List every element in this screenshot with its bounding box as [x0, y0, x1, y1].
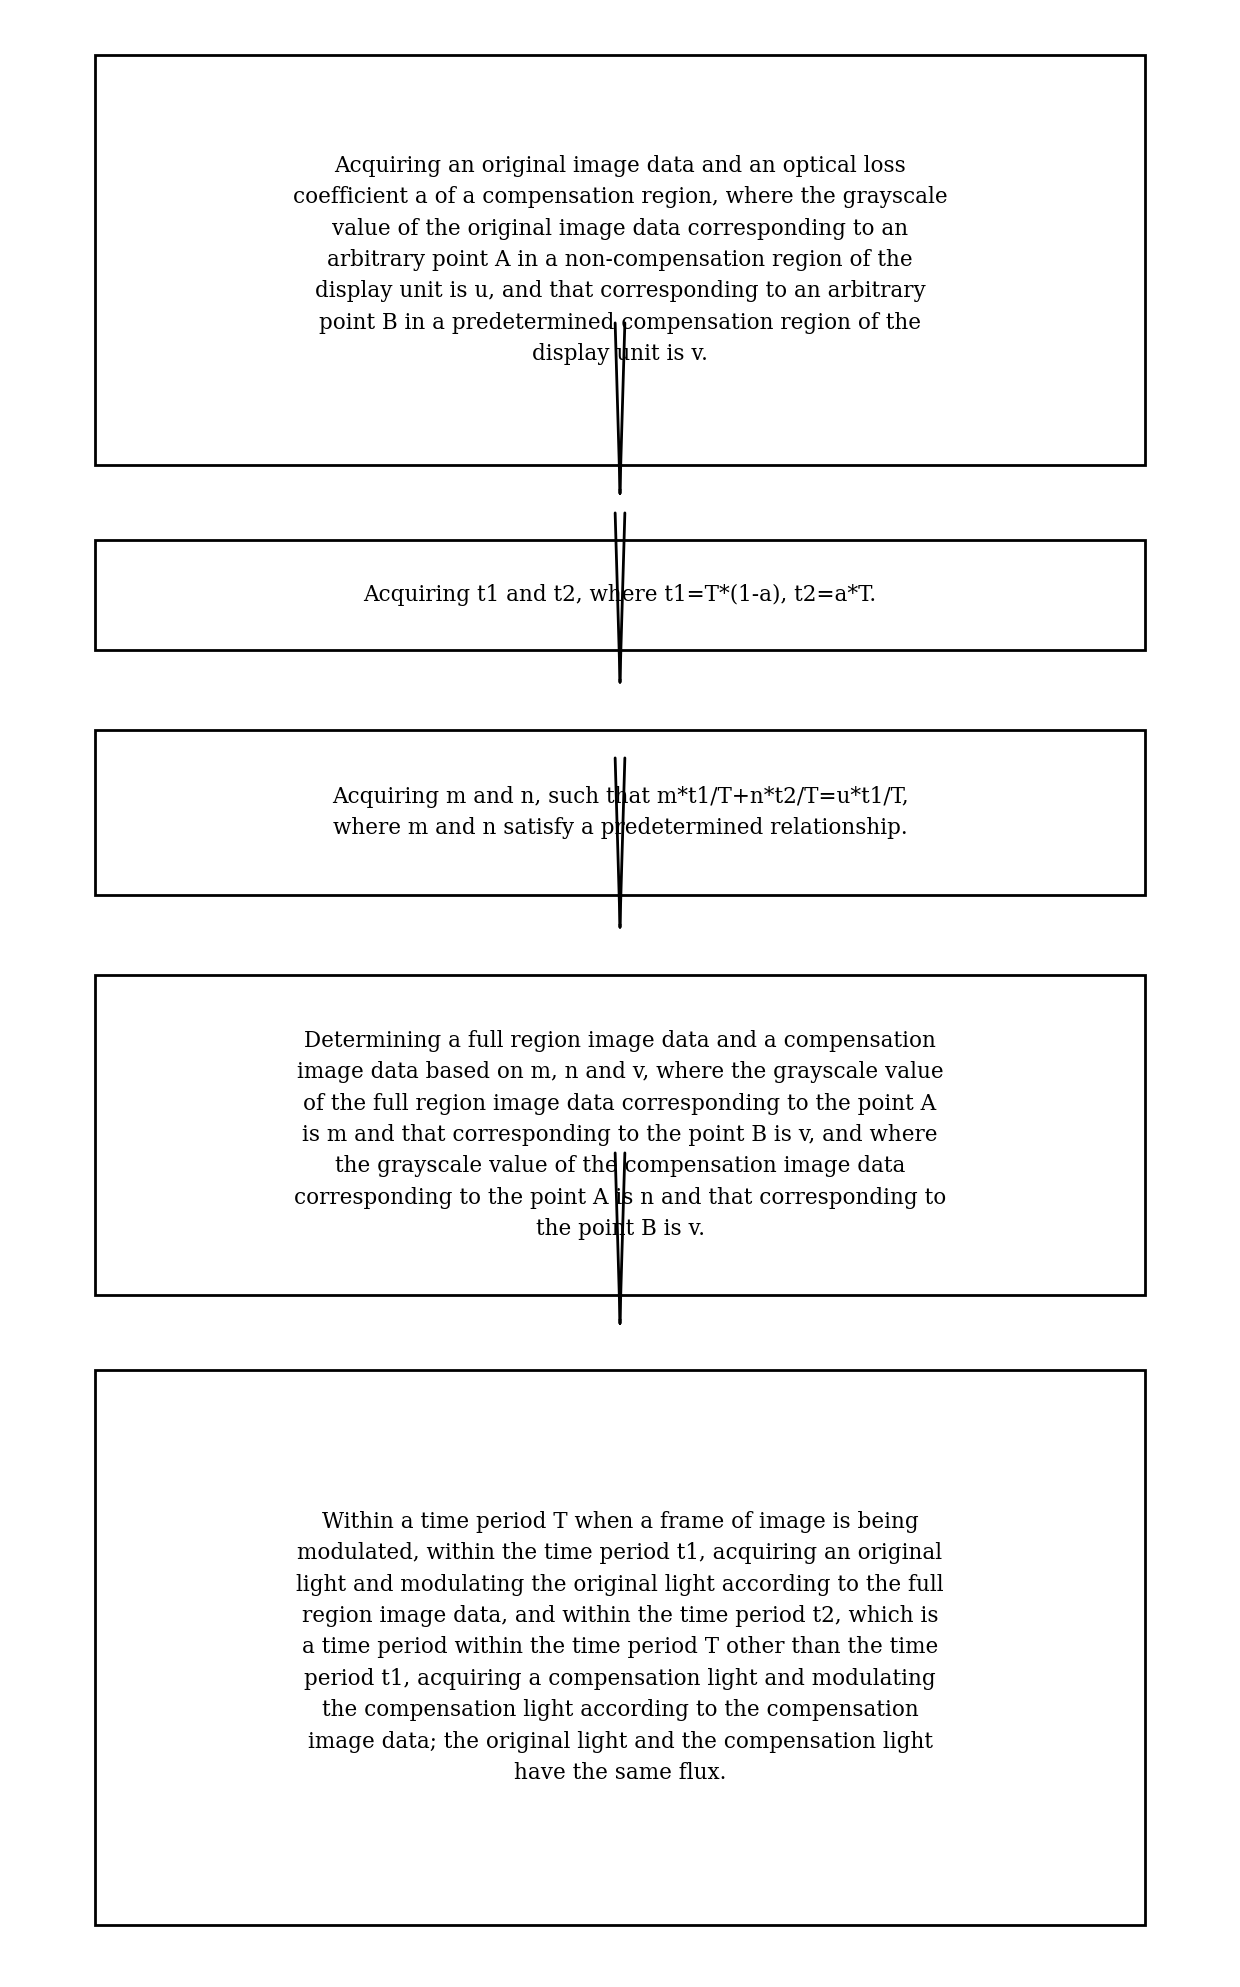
Text: Acquiring t1 and t2, where t1=T*(1-a), t2=a*T.: Acquiring t1 and t2, where t1=T*(1-a), t…: [363, 584, 877, 606]
Bar: [95, 540, 1145, 650]
Bar: [95, 56, 1145, 465]
Text: Acquiring m and n, such that m*t1/T+n*t2/T=u*t1/T,
where m and n satisfy a prede: Acquiring m and n, such that m*t1/T+n*t2…: [331, 785, 909, 839]
Bar: [95, 729, 1145, 894]
Text: Within a time period T when a frame of image is being
modulated, within the time: Within a time period T when a frame of i…: [296, 1510, 944, 1784]
Bar: [95, 976, 1145, 1296]
Bar: [95, 1369, 1145, 1925]
Text: Determining a full region image data and a compensation
image data based on m, n: Determining a full region image data and…: [294, 1029, 946, 1240]
Text: Acquiring an original image data and an optical loss
coefficient a of a compensa: Acquiring an original image data and an …: [293, 155, 947, 366]
